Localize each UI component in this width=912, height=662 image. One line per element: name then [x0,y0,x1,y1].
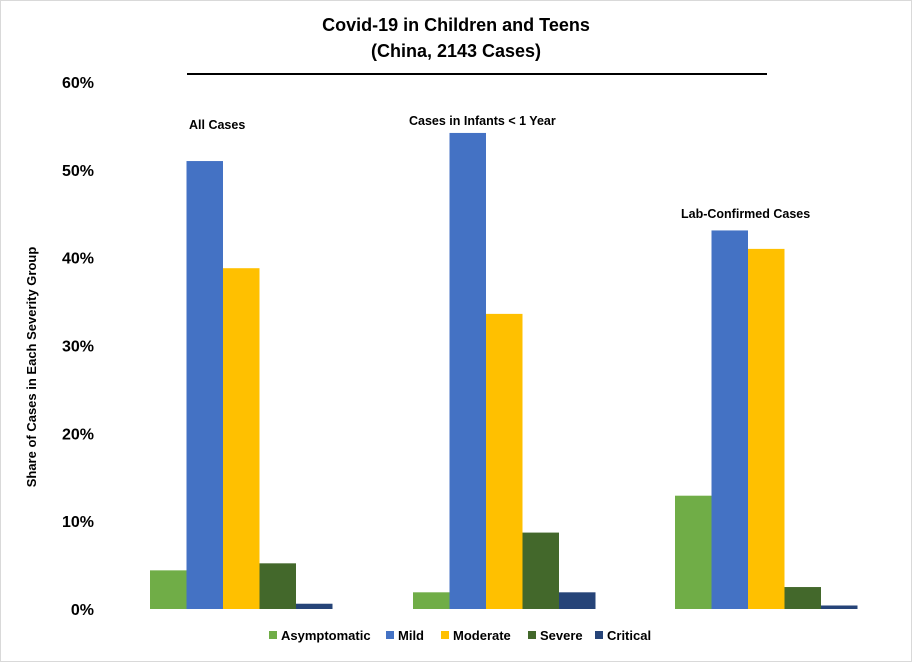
y-tick-label: 50% [62,163,94,180]
bar-critical-3 [821,605,858,609]
chart-title: Covid-19 in Children and Teens [322,15,590,35]
bar-severe-1 [259,563,296,609]
chart-subtitle: (China, 2143 Cases) [371,41,541,61]
y-axis-title: Share of Cases in Each Severity Group [24,247,39,488]
legend: Asymptomatic Mild Moderate Severe Critical [269,628,651,643]
legend-swatch-critical [595,631,603,639]
y-tick-label: 20% [62,426,94,443]
y-tick-label: 10% [62,514,94,531]
category-label: Cases in Infants < 1 Year [409,114,556,128]
legend-swatch-moderate [441,631,449,639]
legend-label-severe: Severe [540,628,583,643]
bars-group [150,132,858,610]
bar-asymptomatic-3 [675,495,712,609]
y-tick-label: 60% [62,75,94,92]
legend-swatch-asymptomatic [269,631,277,639]
category-label: Lab-Confirmed Cases [681,207,810,221]
bar-moderate-2 [486,313,523,609]
legend-label-critical: Critical [607,628,651,643]
bar-severe-2 [522,532,559,609]
category-labels: All Cases Cases in Infants < 1 Year Lab-Co… [189,114,810,221]
legend-swatch-severe [528,631,536,639]
legend-label-moderate: Moderate [453,628,511,643]
bar-mild-2 [449,132,486,609]
bar-critical-1 [296,603,333,609]
y-tick-label: 0% [71,602,94,619]
y-axis-ticks: 0% 10% 20% 30% 40% 50% 60% [62,75,94,619]
bar-critical-2 [559,592,596,609]
bar-severe-3 [784,587,821,609]
bar-asymptomatic-2 [413,592,450,609]
legend-swatch-mild [386,631,394,639]
bar-moderate-1 [223,268,260,609]
bar-mild-3 [711,230,748,609]
bar-mild-1 [186,161,223,610]
legend-label-asymptomatic: Asymptomatic [281,628,371,643]
y-tick-label: 40% [62,251,94,268]
bar-moderate-3 [748,248,785,609]
category-label: All Cases [189,118,245,132]
bar-asymptomatic-1 [150,570,187,609]
legend-label-mild: Mild [398,628,424,643]
y-tick-label: 30% [62,339,94,356]
